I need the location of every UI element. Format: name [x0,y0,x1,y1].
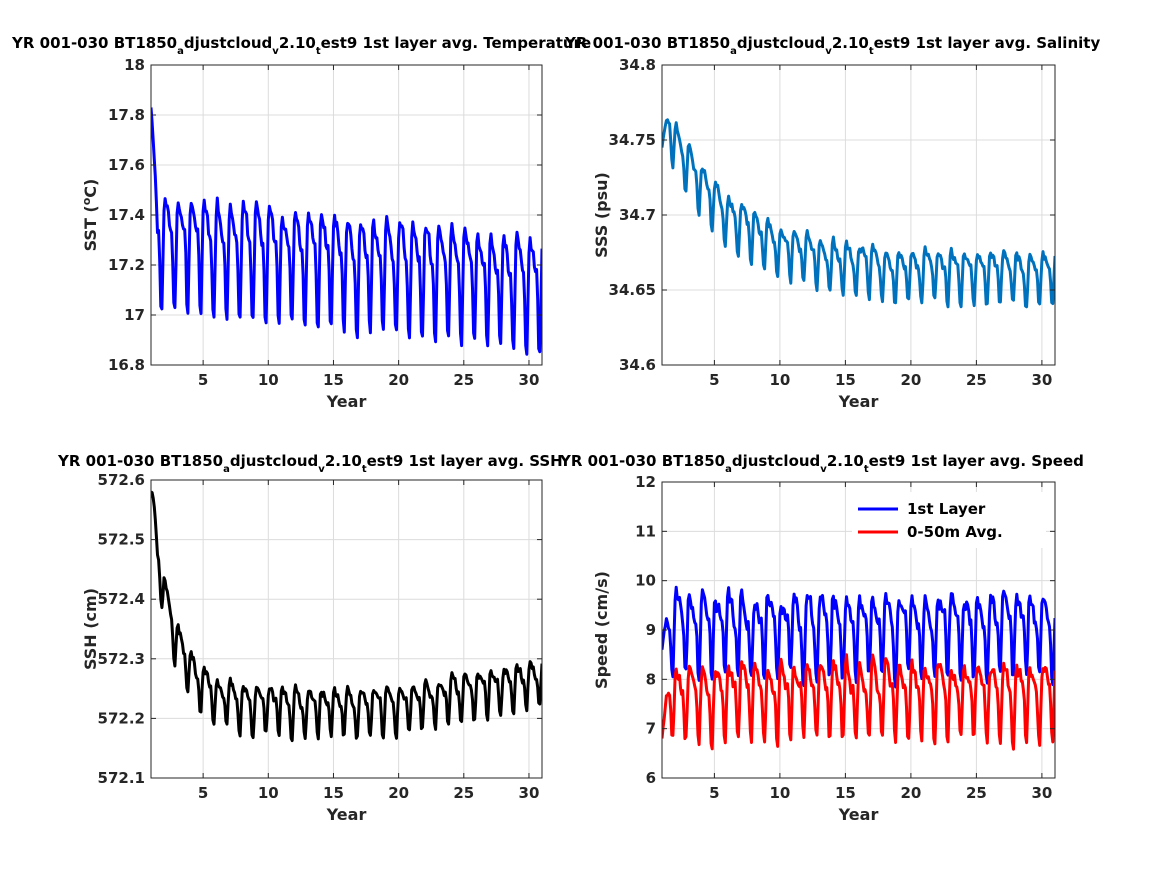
x-axis-label: Year [326,392,367,411]
x-tick-label: 25 [453,784,474,802]
legend: 1st Layer 0-50m Avg. [852,492,1046,548]
x-tick-label: 10 [258,784,279,802]
x-tick-label: 5 [709,371,719,389]
x-tick-label: 5 [709,784,719,802]
x-tick-label: 25 [966,784,987,802]
y-tick-label: 34.6 [619,356,656,374]
x-tick-label: 30 [519,784,540,802]
y-tick-label: 572.4 [98,590,145,608]
y-axis-label: SSS (psu) [592,172,611,258]
y-tick-label: 10 [635,572,656,590]
y-tick-label: 16.8 [108,356,145,374]
y-tick-label: 34.75 [609,131,656,149]
chart-title: YR 001-030 BT1850adjustcloudv2.10test9 1… [559,452,1084,475]
x-tick-label: 20 [388,371,409,389]
y-tick-label: 572.3 [98,650,145,668]
x-axis-label: Year [838,805,879,824]
series-line-1 [151,490,542,743]
legend-box [852,492,1046,548]
x-tick-label: 20 [388,784,409,802]
y-tick-label: 18 [124,56,145,74]
panel-sss: 5 10 15 20 25 30 34.6 34.65 34.7 34.75 34.8 Year SSS… [564,34,1100,411]
y-tick-label: 34.65 [609,281,656,299]
y-tick-label: 572.5 [98,531,145,549]
x-tick-label: 30 [1031,371,1052,389]
x-tick-label: 10 [769,371,790,389]
y-tick-label: 6 [646,769,656,787]
y-tick-label: 17.2 [108,256,145,274]
series-line-2 [662,653,1055,751]
y-tick-label: 34.7 [619,206,656,224]
y-tick-label: 34.8 [619,56,656,74]
x-tick-label: 25 [453,371,474,389]
y-axis-label: SST (oC) [80,179,100,252]
chart-title: YR 001-030 BT1850adjustcloudv2.10test9 1… [11,34,591,57]
y-tick-label: 572.1 [98,769,145,787]
series-line-1 [662,118,1055,309]
panel-speed: 5 10 15 20 25 30 6 7 8 9 10 11 12 Year Speed (cm/s) YR … [559,452,1084,824]
y-tick-label: 17.8 [108,106,145,124]
y-tick-label: 11 [635,522,656,540]
x-tick-label: 15 [835,371,856,389]
x-tick-label: 20 [900,371,921,389]
x-tick-label: 30 [519,371,540,389]
chart-title: YR 001-030 BT1850adjustcloudv2.10test9 1… [57,452,563,475]
series-line-1 [662,585,1055,689]
y-tick-label: 17 [124,306,145,324]
x-tick-label: 5 [198,784,208,802]
x-tick-label: 15 [323,371,344,389]
legend-label-1: 1st Layer [907,500,986,518]
y-tick-label: 9 [646,621,656,639]
x-tick-label: 25 [966,371,987,389]
x-tick-label: 30 [1031,784,1052,802]
y-axis-label: SSH (cm) [81,588,100,670]
chart-title: YR 001-030 BT1850adjustcloudv2.10test9 1… [564,34,1100,57]
x-tick-label: 10 [258,371,279,389]
legend-label-2: 0-50m Avg. [907,523,1003,541]
axes-box [150,479,543,779]
y-tick-label: 572.6 [98,471,145,489]
y-tick-label: 7 [646,720,656,738]
plot-area [151,480,542,778]
x-tick-label: 15 [835,784,856,802]
panel-sst: 5 10 15 20 25 30 16.8 17 17.2 17.4 17.6 17.8 18 Year S… [11,34,591,411]
y-tick-label: 17.4 [108,206,145,224]
series-line-1 [151,107,542,356]
y-tick-label: 17.6 [108,156,145,174]
y-tick-label: 12 [635,473,656,491]
x-tick-label: 15 [323,784,344,802]
x-tick-label: 20 [900,784,921,802]
x-tick-label: 10 [769,784,790,802]
x-tick-label: 5 [198,371,208,389]
x-axis-label: Year [326,805,367,824]
y-tick-label: 8 [646,670,656,688]
y-axis-label: Speed (cm/s) [592,571,611,689]
y-tick-label: 572.2 [98,709,145,727]
x-axis-label: Year [838,392,879,411]
panel-ssh: 5 10 15 20 25 30 572.1 572.2 572.3 572.4 572.5 572.… [57,452,563,824]
